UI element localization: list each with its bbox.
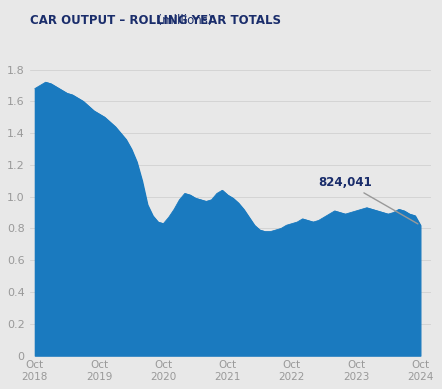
Text: 824,041: 824,041 bbox=[319, 176, 418, 224]
Text: (millions): (millions) bbox=[30, 14, 212, 27]
Text: CAR OUTPUT – ROLLING YEAR TOTALS: CAR OUTPUT – ROLLING YEAR TOTALS bbox=[30, 14, 285, 27]
